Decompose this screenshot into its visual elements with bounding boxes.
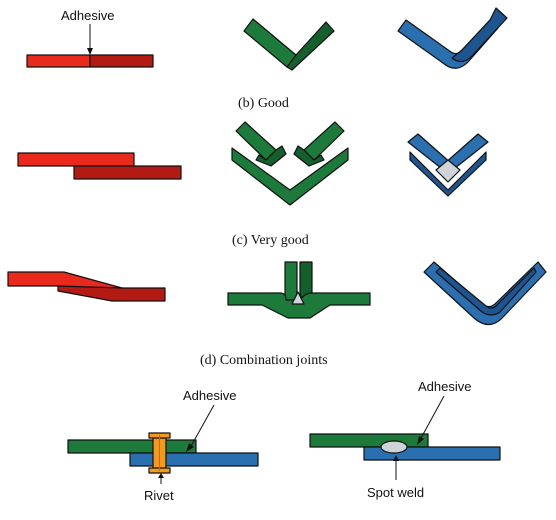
blue-gusset-base — [409, 151, 487, 197]
caption-b: (b) Good — [238, 96, 289, 111]
scarf-joint — [7, 271, 166, 302]
blue-v-joint — [423, 261, 547, 326]
adhesive-arrowhead — [87, 48, 93, 55]
adhesive-left-arrowhead — [186, 443, 194, 452]
spot-weld-arrowhead — [393, 455, 399, 461]
green-t-joint — [227, 261, 371, 319]
butt-joint: Adhesive — [26, 8, 154, 68]
butt-joint-right-plate — [89, 54, 154, 68]
adhesive-right-arrowhead — [417, 436, 424, 445]
spot-weld-adhesive-joint: Adhesive Spot weld — [309, 379, 501, 500]
green-left-clip — [255, 145, 287, 167]
adhesive-left-leader — [189, 404, 215, 449]
blue-v-inner-liner — [435, 267, 537, 316]
riveted-lower-plate — [129, 452, 259, 467]
green-miter-left-arm — [243, 18, 297, 68]
riveted-upper-plate — [67, 439, 197, 454]
rivet-arrowhead — [158, 473, 164, 478]
blue-curved-corner — [397, 7, 508, 69]
green-t-joint-upright — [284, 261, 298, 303]
lap-joint-lower-plate — [73, 165, 182, 180]
spot-weld-nugget — [380, 440, 408, 454]
spot-weld-label: Spot weld — [367, 485, 424, 500]
green-miter-right-arm — [286, 21, 335, 71]
green-left-strap — [235, 121, 277, 161]
t-joint-fillet — [291, 291, 305, 305]
scarf-joint-lower-plate — [57, 285, 166, 302]
blue-gusset-corner — [407, 133, 489, 197]
butt-joint-left-plate — [26, 54, 91, 68]
adhesive-label-top: Adhesive — [61, 8, 114, 23]
riveted-adhesive-joint: Adhesive Rivet — [67, 388, 259, 503]
caption-c: (c) Very good — [232, 233, 309, 248]
rivet-label: Rivet — [144, 488, 174, 503]
green-miter-corner — [243, 18, 335, 71]
lap-joint-upper-plate — [17, 152, 135, 167]
adhesive-right-leader — [419, 395, 445, 441]
spot-weld-upper-plate — [309, 433, 429, 448]
caption-d: (d) Combination joints — [200, 353, 328, 368]
adhesive-label-right: Adhesive — [418, 379, 471, 394]
adhesive-label-left: Adhesive — [183, 388, 236, 403]
green-right-strap — [303, 121, 345, 161]
adhesive-fillet — [435, 159, 461, 183]
green-right-clip — [293, 145, 325, 167]
green-corner-body — [231, 147, 349, 206]
blue-curved-inner-sheet — [451, 7, 508, 63]
green-strapped-corner — [231, 121, 349, 206]
lap-joint — [17, 152, 182, 180]
green-t-joint-base — [227, 292, 371, 319]
